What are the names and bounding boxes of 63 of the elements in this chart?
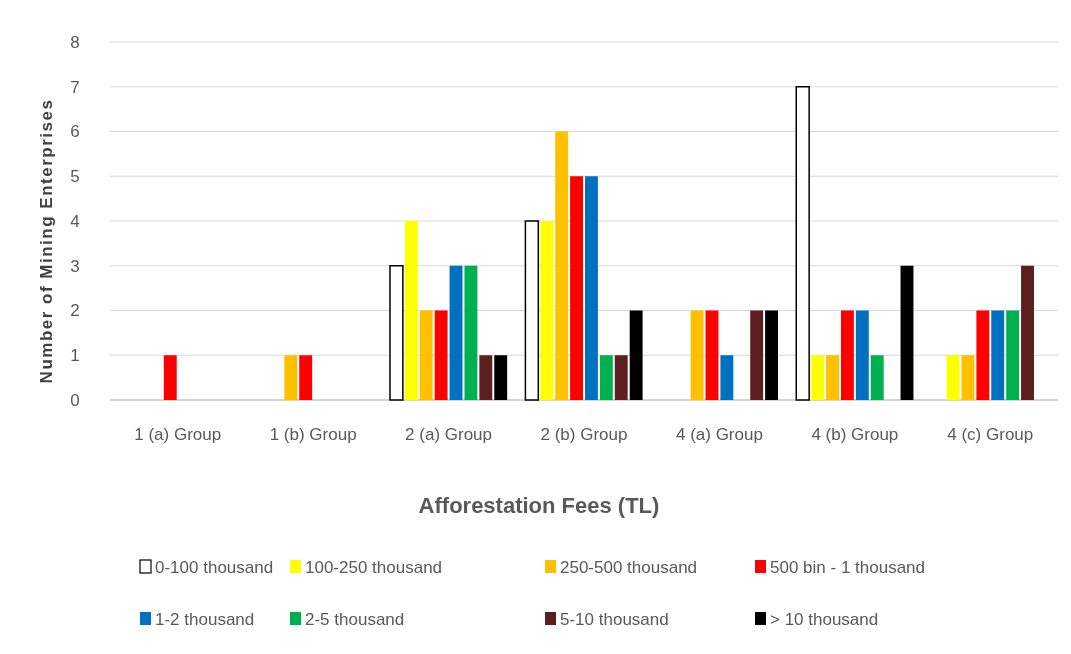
bar: [464, 265, 478, 400]
bar: [479, 355, 493, 400]
bar: [540, 221, 554, 400]
bar: [855, 310, 869, 400]
x-tick-label: 1 (b) Group: [269, 425, 357, 444]
legend-label: 1-2 thousand: [155, 609, 255, 629]
bar: [449, 265, 463, 400]
bar: [614, 355, 628, 400]
bar: [404, 221, 418, 400]
y-tick-label: 3: [70, 256, 80, 276]
x-tick-label: 2 (b) Group: [540, 425, 628, 444]
bar: [389, 265, 404, 401]
bar: [946, 355, 960, 400]
bar: [765, 310, 779, 400]
bar: [299, 355, 313, 400]
x-tick-label: 2 (a) Group: [405, 425, 493, 444]
y-tick-label: 6: [70, 122, 80, 142]
x-axis-title: Afforestation Fees (TL): [418, 493, 660, 518]
bar: [870, 355, 884, 400]
bar: [629, 310, 643, 400]
legend-label: 500 bin - 1 thousand: [770, 557, 926, 577]
y-tick-label: 1: [70, 346, 80, 366]
legend-label: 250-500 thousand: [560, 557, 698, 577]
bar: [826, 355, 839, 400]
bar: [163, 355, 177, 400]
bar: [961, 355, 975, 400]
bar: [840, 310, 854, 400]
x-tick-label: 4 (c) Group: [947, 425, 1034, 444]
bar: [599, 355, 613, 400]
y-tick-label: 8: [70, 32, 80, 52]
x-tick-label: 1 (a) Group: [134, 425, 222, 444]
bar: [795, 86, 810, 401]
bar: [750, 310, 764, 400]
x-tick-label: 4 (a) Group: [675, 425, 763, 444]
y-axis-title: Number of Mining Enterprises: [37, 98, 56, 384]
bar: [555, 131, 569, 400]
bar: [585, 176, 598, 400]
x-tick-label: 4 (b) Group: [811, 425, 899, 444]
bar: [900, 265, 914, 400]
y-tick-label: 5: [70, 167, 80, 187]
bar: [494, 355, 508, 400]
bar: [434, 310, 448, 400]
bar: [976, 310, 990, 400]
legend-label: 100-250 thousand: [305, 557, 443, 577]
bar: [524, 220, 540, 401]
legend-label: 5-10 thousand: [560, 609, 669, 629]
y-tick-label: 2: [70, 301, 80, 321]
bar: [570, 176, 583, 400]
legend-label: 2-5 thousand: [305, 609, 405, 629]
legend-label: > 10 thousand: [770, 609, 879, 629]
bar: [720, 355, 734, 400]
legend-label: 0-100 thousand: [155, 557, 274, 577]
bar: [705, 310, 719, 400]
bar: [811, 355, 825, 400]
bar: [1021, 265, 1034, 400]
bar: [284, 355, 298, 400]
bar: [690, 310, 704, 400]
bar: [991, 310, 1005, 400]
bar: [419, 310, 433, 400]
y-tick-label: 0: [70, 390, 80, 410]
y-tick-label: 7: [70, 77, 80, 97]
bar: [1006, 310, 1020, 400]
y-tick-label: 4: [70, 211, 80, 231]
